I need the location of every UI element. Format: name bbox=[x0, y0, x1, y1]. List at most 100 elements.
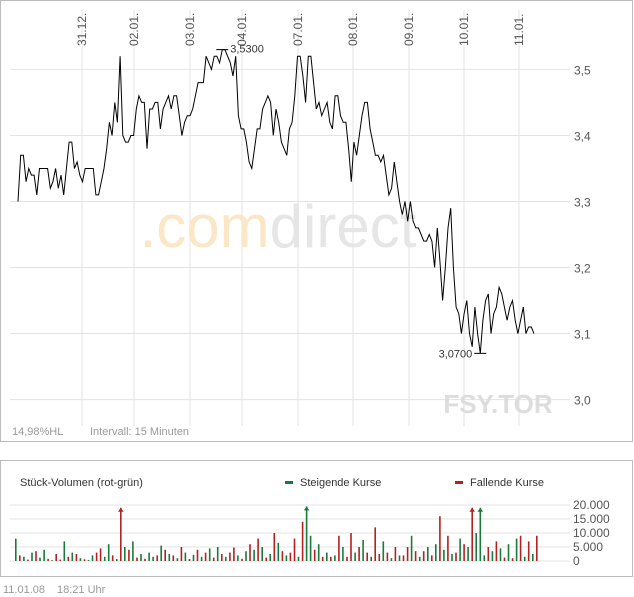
volume-bar bbox=[297, 556, 300, 561]
volume-bar bbox=[63, 541, 66, 561]
volume-bar bbox=[184, 552, 187, 561]
volume-bar bbox=[342, 547, 344, 561]
volume-bar bbox=[87, 559, 90, 561]
volume-bar bbox=[168, 554, 171, 561]
high-label: 3,5300 bbox=[230, 44, 264, 56]
volume-bar bbox=[196, 549, 199, 561]
volume-bar bbox=[249, 544, 251, 561]
volume-bar bbox=[79, 558, 82, 561]
volume-bar bbox=[406, 547, 409, 561]
volume-bar bbox=[128, 549, 130, 561]
volume-clip-arrow bbox=[118, 507, 124, 512]
x-tick-label: 02.01. bbox=[127, 13, 141, 46]
volume-bar bbox=[23, 556, 25, 561]
volume-bar bbox=[358, 547, 360, 561]
volume-bar bbox=[261, 547, 263, 561]
volume-bar bbox=[289, 552, 292, 561]
volume-bar bbox=[35, 551, 37, 561]
volume-bar bbox=[305, 506, 308, 561]
volume-bar bbox=[330, 556, 332, 561]
volume-bar bbox=[95, 552, 98, 561]
legend-down-swatch bbox=[455, 481, 463, 484]
volume-bar bbox=[402, 555, 405, 561]
volume-bar bbox=[204, 552, 207, 561]
volume-bar bbox=[418, 556, 421, 561]
volume-bar bbox=[111, 555, 114, 561]
volume-bar bbox=[519, 535, 522, 561]
volume-bar bbox=[107, 544, 110, 561]
volume-bar bbox=[410, 535, 413, 561]
volume-bar bbox=[156, 555, 158, 561]
volume-bar bbox=[91, 555, 94, 561]
y-tick-label: 3,3 bbox=[574, 195, 591, 209]
volume-bar bbox=[532, 554, 534, 561]
volume-bar bbox=[354, 552, 356, 561]
volume-bar bbox=[334, 555, 336, 561]
volume-bar bbox=[471, 507, 473, 561]
volume-bar bbox=[346, 556, 348, 561]
volume-bar bbox=[511, 558, 514, 561]
price-chart-panel bbox=[0, 0, 633, 442]
hl-info: 14,98%HL bbox=[12, 426, 63, 438]
volume-bar bbox=[103, 556, 106, 561]
volume-bar bbox=[350, 533, 352, 561]
x-tick-label: 08.01. bbox=[346, 13, 360, 46]
legend-down-label: Fallende Kurse bbox=[470, 477, 544, 489]
volume-bar bbox=[51, 560, 53, 561]
volume-y-tick-label: 15.000 bbox=[573, 512, 610, 526]
volume-bar bbox=[386, 552, 389, 561]
volume-bar bbox=[301, 521, 304, 561]
high-marker: 3,5300 bbox=[216, 44, 264, 56]
volume-bar bbox=[293, 538, 296, 561]
volume-bar bbox=[427, 547, 429, 561]
volume-bar bbox=[451, 554, 453, 561]
volume-bar bbox=[459, 538, 461, 561]
symbol-watermark: FSY.TOR bbox=[443, 389, 553, 419]
y-tick-label: 3,4 bbox=[574, 129, 591, 143]
volume-bar bbox=[83, 559, 86, 561]
volume-clip-arrow bbox=[303, 506, 310, 511]
volume-bar bbox=[180, 547, 183, 561]
price-grid bbox=[10, 10, 570, 426]
volume-bar bbox=[116, 559, 118, 561]
volume-bar bbox=[55, 554, 57, 561]
volume-bar bbox=[309, 535, 312, 561]
volume-bar bbox=[285, 555, 288, 561]
volume-bar bbox=[447, 535, 449, 561]
volume-bar bbox=[208, 548, 211, 561]
x-tick-label: 07.01. bbox=[291, 13, 305, 46]
volume-y-tick-label: 0 bbox=[573, 554, 580, 568]
volume-bar bbox=[221, 554, 223, 561]
volume-bar bbox=[515, 538, 518, 561]
volume-bar bbox=[455, 552, 457, 561]
volume-bar bbox=[164, 549, 166, 561]
volume-bar bbox=[321, 556, 324, 561]
volume-bar bbox=[398, 555, 401, 561]
low-marker: 3,0700 bbox=[439, 348, 487, 360]
volume-bar bbox=[483, 555, 486, 561]
volume-bar bbox=[479, 507, 482, 561]
volume-bar bbox=[148, 552, 150, 561]
volume-bar bbox=[326, 552, 328, 561]
volume-bar bbox=[59, 559, 61, 561]
y-tick-label: 3,5 bbox=[574, 63, 591, 77]
x-axis-ticks: 31.12. 02.01. 03.01. 04.01. 07.01. 08.01. 09.0… bbox=[75, 13, 526, 46]
volume-bar bbox=[491, 551, 494, 561]
volume-bar bbox=[152, 556, 154, 561]
volume-bars bbox=[15, 506, 538, 561]
price-line bbox=[17, 49, 535, 354]
volume-bar bbox=[382, 541, 385, 561]
volume-bar bbox=[27, 559, 29, 561]
volume-bar bbox=[414, 551, 417, 561]
interval-info: Intervall: 15 Minuten bbox=[90, 426, 189, 438]
volume-bar bbox=[140, 554, 142, 561]
brand-watermark: .comdirect bbox=[140, 193, 417, 260]
volume-bar bbox=[120, 507, 122, 561]
volume-bar bbox=[253, 549, 255, 561]
volume-bar bbox=[281, 551, 284, 561]
volume-bar bbox=[536, 535, 538, 561]
volume-bar bbox=[216, 547, 219, 561]
volume-bar bbox=[39, 557, 41, 561]
